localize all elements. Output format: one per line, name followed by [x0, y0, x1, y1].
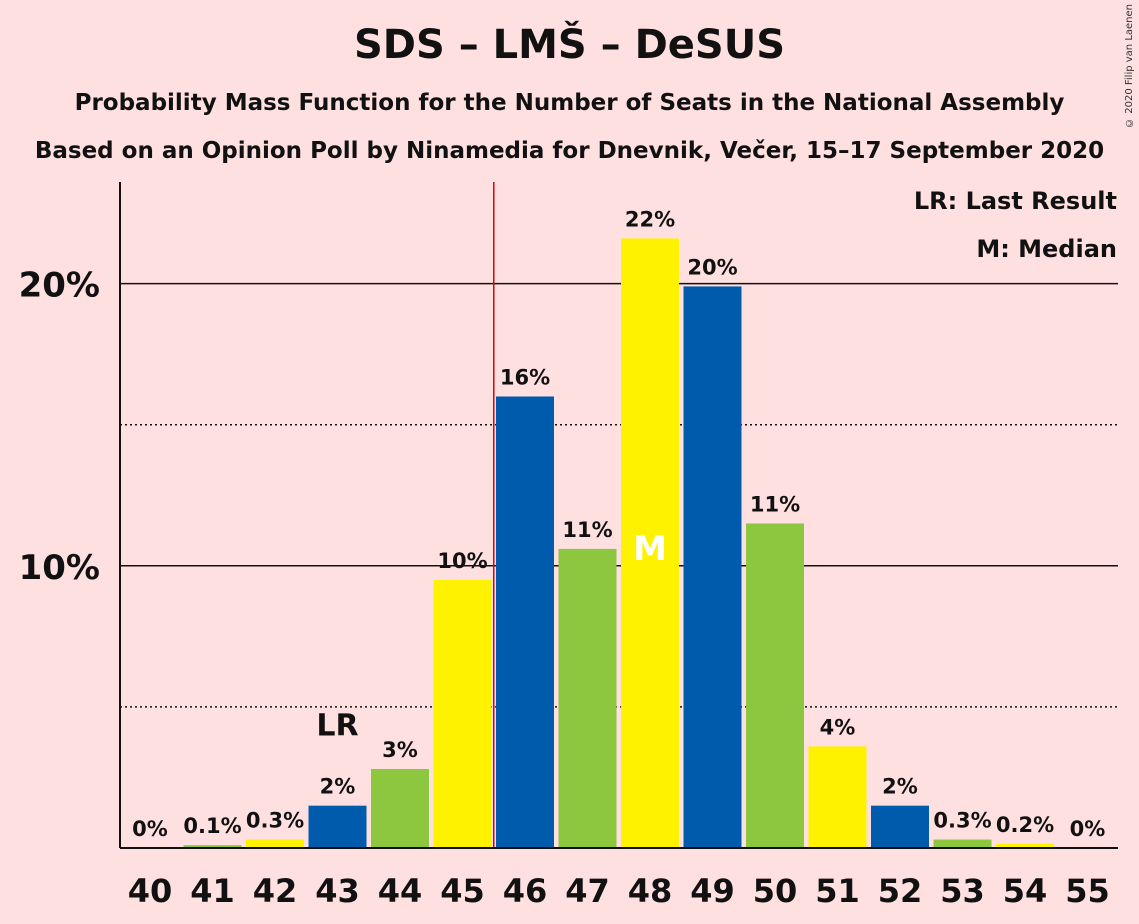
- bar-value-label: 2%: [320, 775, 356, 799]
- chart-subtitle-2: Based on an Opinion Poll by Ninamedia fo…: [34, 138, 1105, 164]
- bar-54: [996, 843, 1054, 848]
- bar-value-label: 22%: [625, 207, 675, 231]
- x-tick-label: 51: [815, 872, 860, 910]
- last-result-marker: LR: [316, 709, 358, 744]
- x-tick-label: 40: [128, 872, 173, 910]
- bar-value-label: 3%: [382, 738, 418, 762]
- chart-title: SDS – LMŠ – DeSUS: [353, 22, 786, 68]
- bar-51: [808, 746, 867, 848]
- y-tick-label: 20%: [19, 266, 100, 306]
- bar-value-label: 0.3%: [246, 809, 304, 833]
- x-tick-label: 47: [565, 872, 610, 910]
- bars: [183, 238, 1054, 848]
- bar-value-label: 2%: [882, 775, 918, 799]
- x-tick-label: 48: [628, 872, 673, 910]
- legend-median: M: Median: [976, 235, 1117, 263]
- bar-value-label: 0%: [1070, 817, 1106, 841]
- axes: [119, 182, 1118, 849]
- x-tick-label: 44: [378, 872, 423, 910]
- bar-45: [433, 579, 492, 848]
- median-marker: M: [633, 529, 667, 569]
- x-tick-label: 50: [753, 872, 798, 910]
- bar-value-label: 16%: [500, 365, 550, 389]
- x-tick-label: 41: [190, 872, 235, 910]
- bar-46: [496, 396, 554, 848]
- x-tick-label: 43: [315, 872, 360, 910]
- chart-subtitle-1: Probability Mass Function for the Number…: [74, 90, 1065, 116]
- x-tick-label: 49: [690, 872, 735, 910]
- x-tick-label: 54: [1003, 872, 1048, 910]
- legend-last-result: LR: Last Result: [914, 187, 1117, 215]
- labels: 10% 20% 0% 40 0.1% 41 0.3% 42 2% 43 3% 44 10% 45 16% 46…: [19, 207, 1110, 910]
- bar-value-label: 0.2%: [996, 813, 1054, 837]
- bar-value-label: 20%: [687, 255, 737, 279]
- bar-47: [558, 548, 617, 848]
- bar-48: [621, 238, 679, 848]
- x-tick-label: 53: [940, 872, 985, 910]
- bar-value-label: 4%: [820, 715, 856, 739]
- bar-52: [871, 805, 929, 848]
- y-tick-label: 10%: [19, 548, 100, 588]
- bar-value-label: 10%: [437, 549, 487, 573]
- bar-value-label: 11%: [750, 492, 800, 516]
- bar-42: [246, 839, 304, 848]
- bar-value-label: 11%: [562, 518, 612, 542]
- x-tick-label: 46: [503, 872, 548, 910]
- bar-41: [183, 845, 242, 848]
- bar-53: [933, 839, 992, 848]
- bar-value-label: 0.3%: [933, 809, 991, 833]
- x-tick-label: 45: [440, 872, 485, 910]
- bar-44: [371, 768, 429, 848]
- bar-49: [683, 286, 742, 848]
- bar-50: [746, 523, 804, 848]
- bar-value-label: 0.1%: [183, 814, 241, 838]
- bar-43: [308, 805, 367, 848]
- gridlines: [120, 282, 1118, 708]
- x-tick-label: 55: [1065, 872, 1110, 910]
- bar-value-label: 0%: [132, 817, 168, 841]
- x-tick-label: 52: [878, 872, 923, 910]
- x-tick-label: 42: [253, 872, 298, 910]
